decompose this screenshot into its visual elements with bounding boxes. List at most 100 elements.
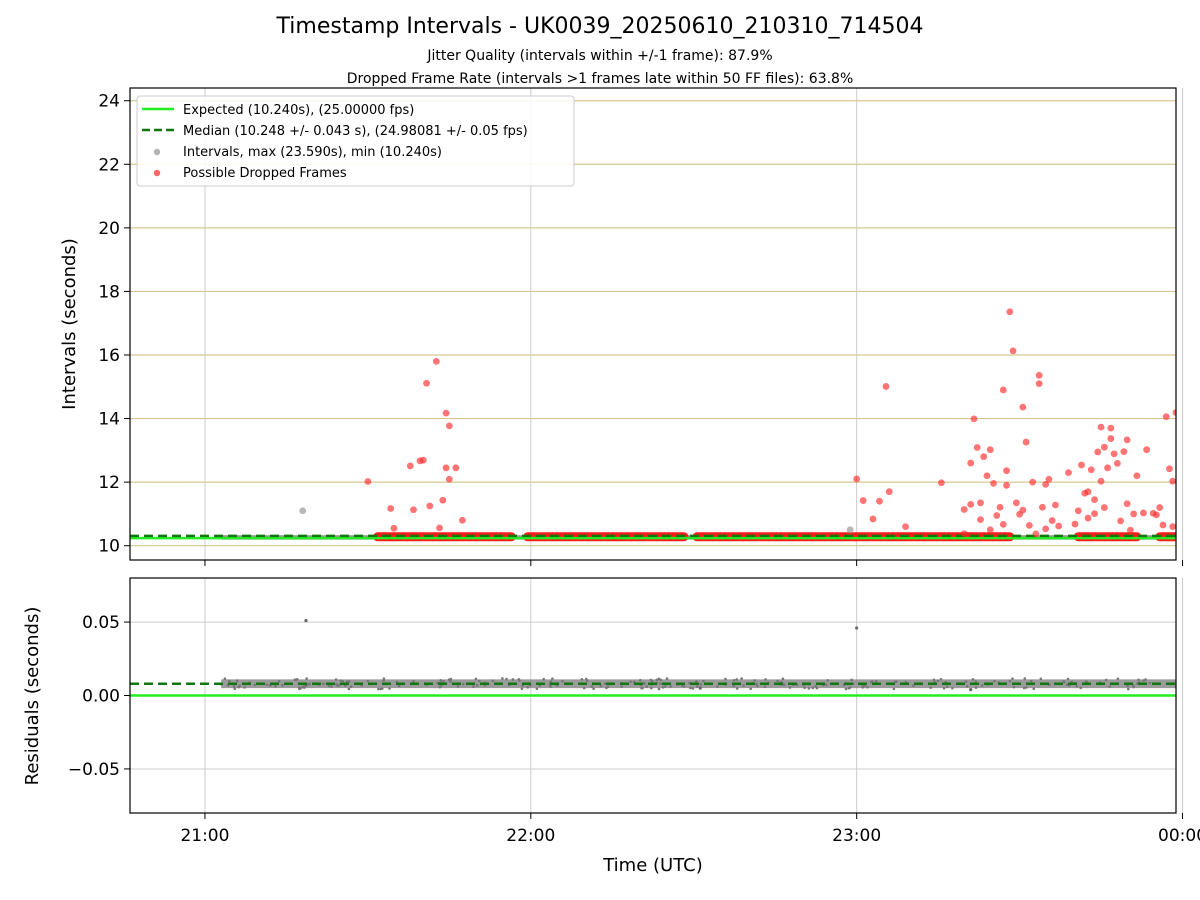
dropped-frame-point <box>977 516 984 524</box>
dropped-frame-point <box>452 464 460 472</box>
dropped-frame-point <box>999 521 1007 528</box>
dropped-frame-point <box>1107 424 1115 432</box>
legend-intervals-label: Intervals, max (23.590s), min (10.240s) <box>183 145 442 160</box>
residual-point <box>606 685 610 688</box>
residual-point <box>893 680 897 684</box>
residual-point <box>965 685 969 688</box>
residual-point <box>535 687 539 691</box>
residual-point <box>807 687 811 690</box>
dropped-frame-point <box>1048 517 1056 524</box>
residual-point <box>655 678 659 682</box>
residual-point <box>936 679 940 683</box>
dropped-frame-point <box>1159 521 1167 529</box>
residual-point <box>659 682 662 685</box>
residual-point <box>232 685 236 688</box>
interval-points <box>299 507 854 534</box>
residual-point <box>330 685 333 688</box>
dropped-frame-point <box>1097 477 1105 485</box>
residual-point <box>377 687 380 691</box>
residual-point <box>665 677 669 680</box>
chart-title: Timestamp Intervals - UK0039_20250610_21… <box>276 14 924 39</box>
residual-point <box>505 677 508 681</box>
interval-point <box>846 526 854 534</box>
residual-point <box>1032 687 1036 691</box>
dropped-frame-point <box>1078 461 1085 469</box>
residual-point <box>1062 680 1066 684</box>
dropped-frame-point <box>436 524 443 532</box>
residual-point <box>1023 677 1027 680</box>
residual-point <box>1039 677 1043 681</box>
dropped-frame-point <box>1025 521 1033 529</box>
dropped-frame-point <box>1130 510 1138 518</box>
dropped-frame-point <box>1006 308 1014 316</box>
residual-point <box>347 680 351 683</box>
residual-point <box>699 683 703 686</box>
legend-intervals-swatch <box>153 148 161 156</box>
dropped-frame-point <box>410 506 417 514</box>
residual-point <box>366 679 370 683</box>
residual-point <box>753 679 757 682</box>
dropped-frame-point <box>1003 467 1010 475</box>
dropped-frame-point <box>990 479 997 487</box>
residual-point <box>397 684 401 688</box>
residual-point <box>755 684 759 688</box>
residual-point <box>1008 679 1012 683</box>
residual-point <box>874 679 878 683</box>
jitter-quality-subtitle: Jitter Quality (intervals within +/-1 fr… <box>427 48 773 64</box>
dropped-frame-point <box>1153 511 1160 519</box>
residual-outlier <box>855 626 859 630</box>
residual-point <box>233 687 237 691</box>
dropped-frame-point <box>1052 501 1059 509</box>
dropped-frame-point <box>983 472 991 480</box>
residual-point <box>308 682 311 686</box>
y-tick-label: 10 <box>98 537 120 557</box>
residual-point <box>586 679 589 682</box>
dropped-frame-point <box>439 496 447 504</box>
bottom-y-axis-label: Residuals (seconds) <box>22 607 43 786</box>
residual-point <box>641 686 644 690</box>
residual-point <box>474 677 478 681</box>
residual-point <box>932 678 936 682</box>
residual-point <box>305 677 308 680</box>
dropped-frame-point <box>977 499 984 507</box>
residual-point <box>735 687 739 690</box>
residual-point <box>478 679 481 683</box>
residual-point <box>449 680 452 683</box>
residual-point <box>511 678 515 681</box>
residual-point <box>599 684 603 688</box>
residual-point <box>1144 678 1147 681</box>
dropped-frame-point <box>442 409 450 417</box>
y-tick-label: 16 <box>98 346 120 366</box>
residual-point <box>732 684 736 688</box>
residual-point <box>971 678 975 681</box>
dropped-frame-point <box>1065 469 1072 476</box>
dropped-frame-point <box>882 383 890 390</box>
dropped-frame-point <box>1195 450 1200 457</box>
residual-point <box>1066 677 1070 681</box>
residual-point <box>661 686 665 689</box>
dropped-frame-point <box>1169 523 1176 531</box>
residual-point <box>844 687 848 691</box>
dropped-frame-point <box>1019 403 1027 411</box>
top-y-axis-label: Intervals (seconds) <box>59 238 80 410</box>
residual-point <box>754 682 758 686</box>
residual-point <box>939 677 943 681</box>
residual-point <box>974 686 978 689</box>
residual-point <box>645 685 649 688</box>
residual-point <box>462 682 465 686</box>
dropped-frame-point <box>902 523 909 531</box>
residual-point <box>788 686 792 689</box>
residual-point <box>824 683 828 687</box>
residual-point <box>716 685 719 688</box>
top-reference-lines <box>130 534 1176 540</box>
residual-point <box>776 679 779 683</box>
residual-outlier <box>304 618 308 623</box>
residual-point <box>951 686 954 690</box>
dropped-frame-points <box>364 308 1200 538</box>
y-tick-label: 0.00 <box>82 687 120 707</box>
legend-box <box>136 95 575 187</box>
residual-point <box>649 678 653 682</box>
residual-point <box>412 680 415 683</box>
residual-point <box>243 686 246 689</box>
